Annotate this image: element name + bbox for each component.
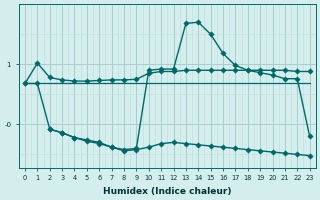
- X-axis label: Humidex (Indice chaleur): Humidex (Indice chaleur): [103, 187, 232, 196]
